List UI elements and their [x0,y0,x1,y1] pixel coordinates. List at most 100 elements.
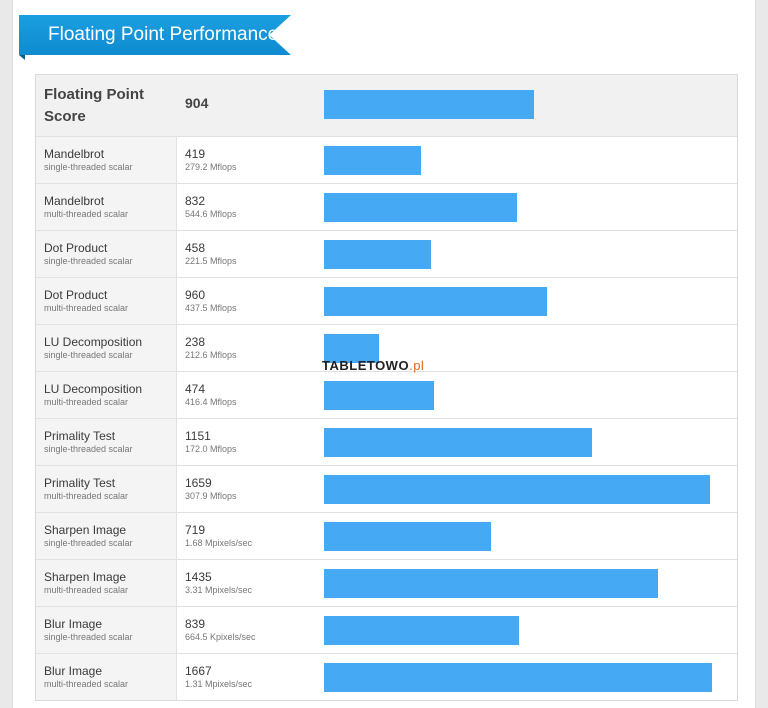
test-mode: single-threaded scalar [44,538,133,548]
summary-bar [324,90,534,119]
test-rate: 172.0 Mflops [185,444,237,454]
test-mode: multi-threaded scalar [44,679,129,689]
bar-area [324,475,724,504]
score-bar [324,334,379,363]
bar-area [324,522,724,551]
test-score: 474 [185,382,206,396]
test-value-cell: 1151 172.0 Mflops [185,419,237,456]
test-mode: multi-threaded scalar [44,491,129,501]
summary-score: 904 [185,95,209,111]
test-label-cell: Mandelbrot multi-threaded scalar [36,184,177,230]
score-bar [324,240,431,269]
table-row: Dot Product multi-threaded scalar 960 437.5… [36,277,737,324]
test-score: 1667 [185,664,212,678]
test-rate: 307.9 Mflops [185,491,237,501]
benchmark-table: Floating Point Score 904 Mandelbrot singl… [35,74,738,701]
bar-area [324,428,724,457]
table-row: Sharpen Image single-threaded scalar 719 1.… [36,512,737,559]
test-label-cell: Blur Image multi-threaded scalar [36,654,177,700]
score-bar [324,475,710,504]
test-name: Dot Product [44,288,108,302]
test-value-cell: 419 279.2 Mflops [185,137,237,174]
test-rate: 279.2 Mflops [185,162,237,172]
watermark-logo: TABLETOWO.pl [322,358,424,373]
score-bar [324,569,658,598]
test-name: Sharpen Image [44,570,127,584]
table-row: Blur Image single-threaded scalar 839 664.5… [36,606,737,653]
test-rate: 221.5 Mflops [185,256,237,266]
test-score: 832 [185,194,206,208]
test-rate: 416.4 Mflops [185,397,237,407]
summary-bar-area [324,90,724,119]
score-bar [324,616,519,645]
bar-area [324,334,724,363]
test-score: 1659 [185,476,212,490]
test-mode: multi-threaded scalar [44,585,129,595]
test-mode: single-threaded scalar [44,256,133,266]
table-row: Mandelbrot single-threaded scalar 419 279.2… [36,136,737,183]
score-bar [324,663,712,692]
test-rate: 437.5 Mflops [185,303,237,313]
test-label-cell: Primality Test multi-threaded scalar [36,466,177,512]
test-value-cell: 1435 3.31 Mpixels/sec [185,560,252,597]
bar-area [324,240,724,269]
bar-area [324,146,724,175]
test-name: Blur Image [44,617,103,631]
table-row: Primality Test multi-threaded scalar 1659 3… [36,465,737,512]
bar-area [324,381,724,410]
table-row: LU Decomposition multi-threaded scalar 474… [36,371,737,418]
bar-area [324,569,724,598]
test-score: 458 [185,241,206,255]
test-score: 960 [185,288,206,302]
test-name: Mandelbrot [44,147,105,161]
test-value-cell: 1667 1.31 Mpixels/sec [185,654,252,691]
score-bar [324,287,547,316]
table-row: Dot Product single-threaded scalar 458 221.… [36,230,737,277]
test-value-cell: 238 212.6 Mflops [185,325,237,362]
test-label-cell: Mandelbrot single-threaded scalar [36,137,177,183]
test-value-cell: 839 664.5 Kpixels/sec [185,607,256,644]
test-name: LU Decomposition [44,335,143,349]
test-name: Blur Image [44,664,103,678]
test-name: Sharpen Image [44,523,127,537]
test-name: Primality Test [44,476,116,490]
test-score: 839 [185,617,206,631]
test-value-cell: 458 221.5 Mflops [185,231,237,268]
test-value-cell: 474 416.4 Mflops [185,372,237,409]
test-mode: single-threaded scalar [44,162,133,172]
test-name: Dot Product [44,241,108,255]
test-label-cell: Dot Product multi-threaded scalar [36,278,177,324]
test-mode: multi-threaded scalar [44,209,129,219]
section-title: Floating Point Performance [48,24,279,45]
ribbon-fold [19,55,25,60]
score-bar [324,428,592,457]
test-label-cell: Sharpen Image multi-threaded scalar [36,560,177,606]
score-bar [324,381,434,410]
test-value-cell: 1659 307.9 Mflops [185,466,237,503]
test-label-cell: Blur Image single-threaded scalar [36,607,177,653]
summary-row: Floating Point Score 904 [36,75,737,136]
watermark-suffix: .pl [409,358,425,373]
score-bar [324,193,517,222]
test-score: 238 [185,335,206,349]
test-rate: 1.31 Mpixels/sec [185,679,253,689]
test-name: Mandelbrot [44,194,105,208]
test-score: 1435 [185,570,212,584]
bar-area [324,616,724,645]
table-row: Blur Image multi-threaded scalar 1667 1.31 … [36,653,737,700]
test-score: 719 [185,523,206,537]
test-mode: single-threaded scalar [44,444,133,454]
table-row: Primality Test single-threaded scalar 1151… [36,418,737,465]
score-bar [324,522,491,551]
section-title-ribbon: Floating Point Performance [19,15,291,55]
test-rate: 664.5 Kpixels/sec [185,632,256,642]
test-name: Primality Test [44,429,116,443]
test-score: 1151 [185,429,211,443]
test-mode: single-threaded scalar [44,632,133,642]
summary-label: Floating Point Score [44,86,144,125]
watermark-main: TABLETOWO [322,358,410,373]
test-rate: 212.6 Mflops [185,350,237,360]
summary-label-cell: Floating Point Score [36,75,177,136]
table-row: Mandelbrot multi-threaded scalar 832 544.6 … [36,183,737,230]
test-label-cell: Primality Test single-threaded scalar [36,419,177,465]
